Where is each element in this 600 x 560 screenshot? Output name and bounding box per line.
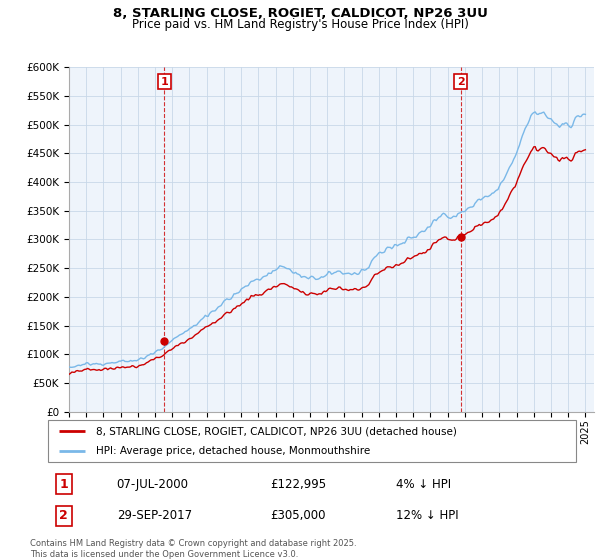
Text: 2: 2 [59, 509, 68, 522]
Text: 8, STARLING CLOSE, ROGIET, CALDICOT, NP26 3UU (detached house): 8, STARLING CLOSE, ROGIET, CALDICOT, NP2… [95, 426, 457, 436]
FancyBboxPatch shape [48, 420, 576, 462]
Text: Contains HM Land Registry data © Crown copyright and database right 2025.
This d: Contains HM Land Registry data © Crown c… [30, 539, 356, 559]
Text: £305,000: £305,000 [270, 509, 325, 522]
Text: 29-SEP-2017: 29-SEP-2017 [116, 509, 192, 522]
Text: 2: 2 [457, 77, 464, 87]
Text: 1: 1 [59, 478, 68, 491]
Text: 4% ↓ HPI: 4% ↓ HPI [397, 478, 452, 491]
Text: 12% ↓ HPI: 12% ↓ HPI [397, 509, 459, 522]
Text: Price paid vs. HM Land Registry's House Price Index (HPI): Price paid vs. HM Land Registry's House … [131, 18, 469, 31]
Text: 1: 1 [160, 77, 168, 87]
Text: 8, STARLING CLOSE, ROGIET, CALDICOT, NP26 3UU: 8, STARLING CLOSE, ROGIET, CALDICOT, NP2… [113, 7, 487, 20]
Text: 07-JUL-2000: 07-JUL-2000 [116, 478, 188, 491]
Text: HPI: Average price, detached house, Monmouthshire: HPI: Average price, detached house, Monm… [95, 446, 370, 456]
Text: £122,995: £122,995 [270, 478, 326, 491]
